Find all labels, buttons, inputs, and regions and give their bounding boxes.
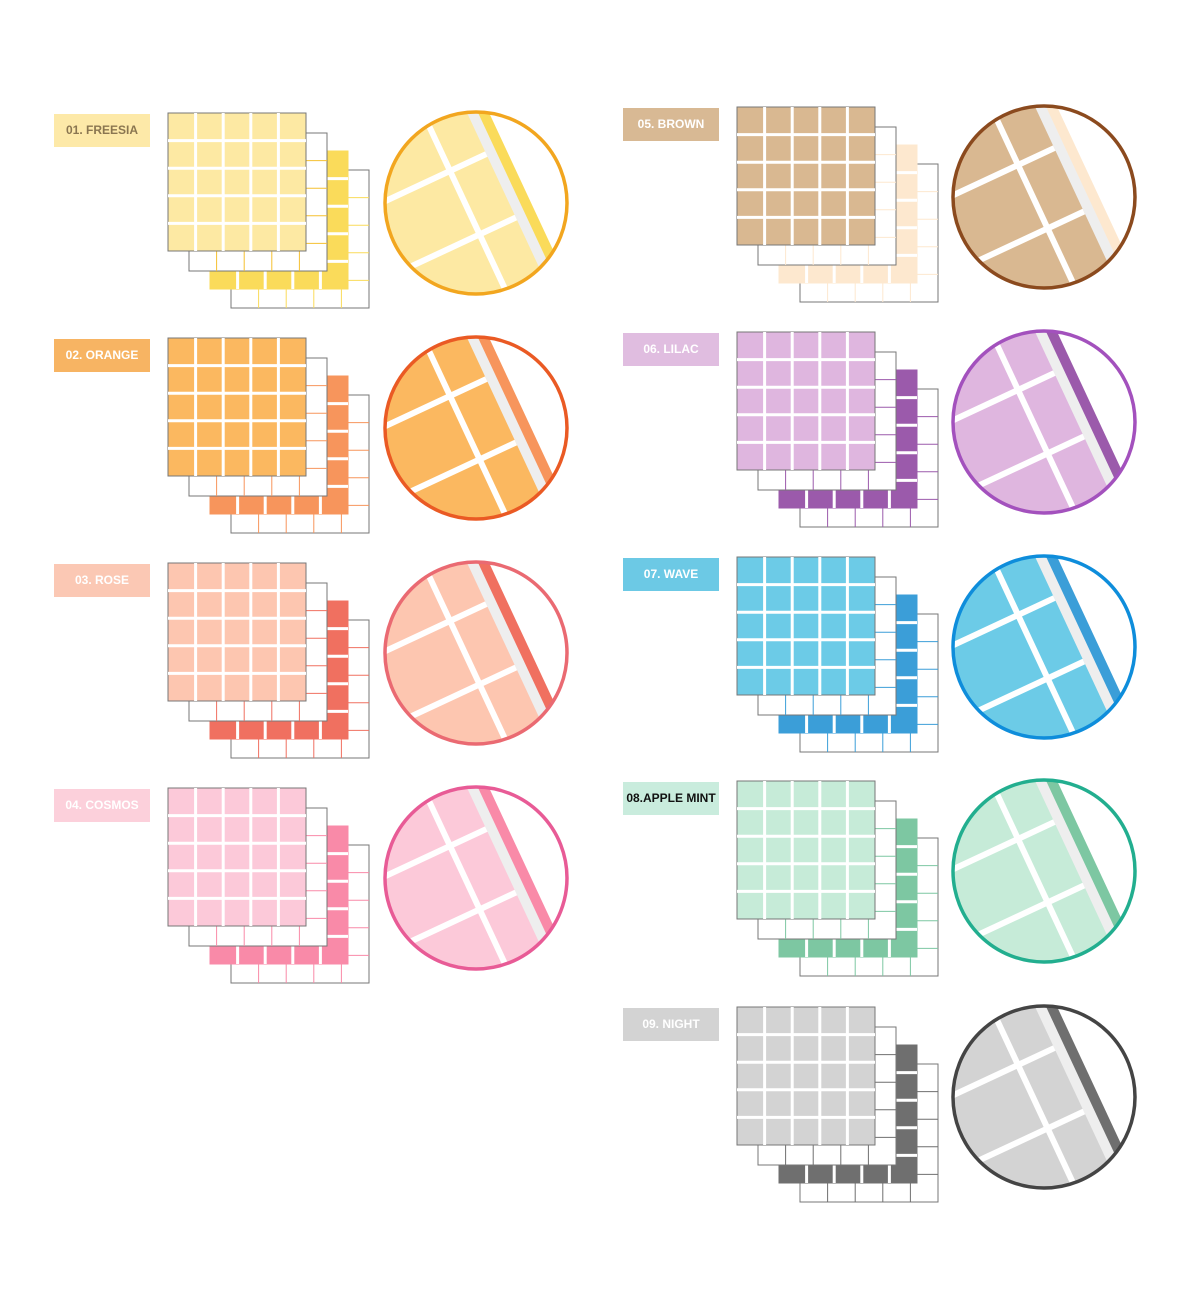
- label-box: [623, 1008, 719, 1041]
- label-box: [54, 114, 150, 147]
- zoom-front: [386, 563, 546, 743]
- zoom-ring: [383, 110, 569, 296]
- zoom-grid: [954, 819, 1056, 897]
- label-box: [54, 564, 150, 597]
- sheet: [736, 1006, 876, 1146]
- zoom-grid: [989, 1009, 1080, 1187]
- zoom-grid: [386, 151, 488, 229]
- swatch: 04. COSMOS: [54, 785, 569, 984]
- swatch-label: 01. FREESIA: [66, 123, 138, 137]
- sheet: [736, 780, 876, 920]
- zoom-grid: [954, 595, 1056, 673]
- swatch-label: 06. LILAC: [643, 342, 699, 356]
- zoom-grid: [421, 340, 512, 518]
- zoom-paper: [954, 1007, 1132, 1187]
- zoom-grid: [989, 783, 1080, 961]
- zoom-ring: [951, 104, 1137, 290]
- sheet: [167, 337, 307, 477]
- zoom-ring: [383, 785, 569, 971]
- swatch: 02. ORANGE: [54, 335, 569, 534]
- zoom-ring: [951, 329, 1137, 515]
- zoom-ring: [951, 1004, 1137, 1190]
- zoom: [954, 107, 1134, 287]
- zoom-front: [954, 107, 1114, 287]
- zoom-ring: [951, 554, 1137, 740]
- zoom-front: [954, 1007, 1114, 1187]
- sheet: [167, 562, 307, 702]
- swatch-label: 09. NIGHT: [642, 1017, 700, 1031]
- label-box: [623, 782, 719, 815]
- label-box: [623, 333, 719, 366]
- zoom-front: [954, 781, 1114, 961]
- swatch: 08.APPLE MINT: [623, 778, 1137, 977]
- zoom-grid: [386, 826, 488, 904]
- zoom: [386, 113, 566, 293]
- label-box: [54, 339, 150, 372]
- zoom: [954, 557, 1134, 737]
- zoom-grid: [954, 1045, 1056, 1123]
- zoom-front: [386, 788, 546, 968]
- zoom: [386, 563, 566, 743]
- zoom-grid: [989, 559, 1080, 737]
- zoom-grid: [386, 376, 488, 454]
- zoom: [954, 781, 1134, 961]
- sheet: [736, 556, 876, 696]
- zoom-ring: [951, 778, 1137, 964]
- zoom: [386, 788, 566, 968]
- sheet: [736, 106, 876, 246]
- zoom-paper: [954, 107, 1132, 287]
- swatch-label: 05. BROWN: [638, 117, 705, 131]
- swatch-label: 02. ORANGE: [66, 348, 139, 362]
- zoom-front: [954, 557, 1114, 737]
- zoom-paper: [386, 563, 564, 743]
- zoom-grid: [954, 370, 1056, 448]
- sheet: [167, 787, 307, 927]
- zoom: [954, 332, 1134, 512]
- swatch: 03. ROSE: [54, 560, 569, 759]
- swatch: 09. NIGHT: [623, 1004, 1137, 1203]
- zoom-front: [386, 338, 546, 518]
- swatch-label: 08.APPLE MINT: [626, 791, 716, 805]
- zoom-grid: [421, 565, 512, 743]
- swatch: 05. BROWN: [623, 104, 1137, 303]
- zoom-grid: [421, 790, 512, 968]
- zoom: [386, 338, 566, 518]
- swatch-label: 07. WAVE: [644, 567, 698, 581]
- zoom: [954, 1007, 1134, 1187]
- sheet: [167, 112, 307, 252]
- label-box: [54, 789, 150, 822]
- zoom-grid: [954, 145, 1056, 223]
- swatch-label: 03. ROSE: [75, 573, 129, 587]
- label-box: [623, 108, 719, 141]
- zoom-paper: [386, 788, 564, 968]
- zoom-grid: [421, 115, 512, 293]
- zoom-paper: [386, 338, 564, 518]
- zoom-front: [954, 332, 1114, 512]
- zoom-paper: [386, 113, 564, 293]
- zoom-grid: [989, 109, 1080, 287]
- zoom-paper: [954, 332, 1132, 512]
- swatch: 07. WAVE: [623, 554, 1137, 753]
- zoom-grid: [386, 601, 488, 679]
- label-box: [623, 558, 719, 591]
- swatch: 01. FREESIA: [54, 110, 569, 309]
- zoom-grid: [989, 334, 1080, 512]
- sheet: [736, 331, 876, 471]
- zoom-ring: [383, 560, 569, 746]
- swatch: 06. LILAC: [623, 329, 1137, 528]
- zoom-ring: [383, 335, 569, 521]
- zoom-front: [386, 113, 546, 293]
- swatch-label: 04. COSMOS: [65, 798, 138, 812]
